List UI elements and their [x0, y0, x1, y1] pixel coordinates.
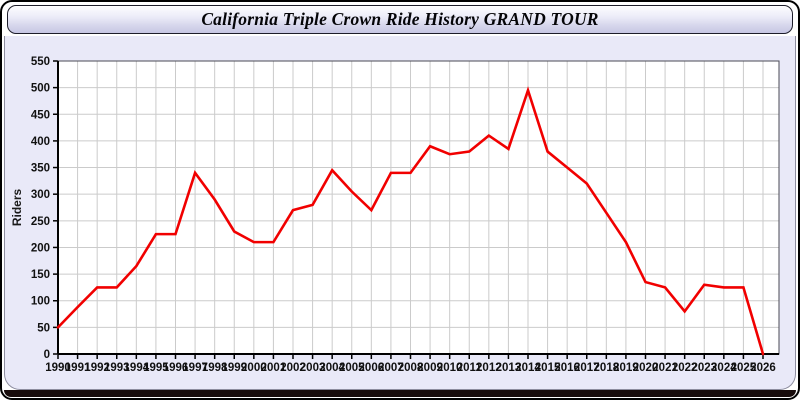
x-axis-tick-label: 2019	[613, 362, 639, 374]
y-axis-title: Riders	[10, 189, 24, 227]
x-axis-tick-label: 2025	[731, 362, 757, 374]
x-axis-tick-label: 2007	[378, 362, 404, 374]
y-axis-tick-label: 250	[31, 216, 50, 228]
x-axis-tick-label: 2013	[496, 362, 522, 374]
x-axis-tick-label: 2016	[554, 362, 580, 374]
x-axis-tick-label: 2002	[280, 362, 306, 374]
y-axis-tick-label: 500	[31, 83, 50, 95]
x-axis-tick-label: 1991	[65, 362, 91, 374]
chart-panel: 0 50 100 150 200 250 300 350 400 450 500 550 1990 199…	[4, 36, 796, 390]
x-axis-tick-label: 1992	[84, 362, 110, 374]
x-axis-tick-label: 2009	[417, 362, 443, 374]
x-axis-tick-label: 1996	[163, 362, 189, 374]
x-axis-tick-label: 1990	[45, 362, 71, 374]
x-axis-tick-label: 2018	[594, 362, 620, 374]
x-axis-tick-label: 2014	[515, 362, 541, 374]
plot-area	[58, 61, 779, 354]
y-axis-tick-label: 350	[31, 163, 50, 175]
x-axis-tick-label: 2003	[300, 362, 326, 374]
x-axis-tick-label: 2023	[691, 362, 717, 374]
x-axis-tick-label: 2008	[398, 362, 424, 374]
x-axis-tick-label: 2006	[359, 362, 385, 374]
ride-history-line	[56, 86, 765, 356]
y-axis-tick-label: 150	[31, 269, 50, 281]
x-axis-tick-label: 2010	[437, 362, 463, 374]
x-axis-tick-label: 2005	[339, 362, 365, 374]
x-axis-tick-label: 1994	[124, 362, 150, 374]
x-axis-tick-label: 2004	[319, 362, 345, 374]
x-axis-tick-label: 2015	[535, 362, 561, 374]
y-axis-tick-label: 0	[44, 349, 50, 361]
x-axis-tick-label: 1997	[182, 362, 208, 374]
y-axis-tick-label: 400	[31, 136, 50, 148]
x-axis-tick-label: 1998	[202, 362, 228, 374]
x-axis-tick-label: 1999	[221, 362, 247, 374]
x-axis-tick-label: 1995	[143, 362, 169, 374]
x-axis-tick-label: 2000	[241, 362, 267, 374]
x-axis-tick-label: 2012	[476, 362, 502, 374]
x-axis-tick-label: 2001	[261, 362, 287, 374]
x-axis-tick-label: 2026	[750, 362, 776, 374]
y-axis-tick-label: 550	[31, 56, 50, 68]
x-axis-tick-label: 2021	[652, 362, 678, 374]
y-axis-tick-label: 100	[31, 296, 50, 308]
x-axis-tick-label: 2024	[711, 362, 737, 374]
ride-history-chart: 0501001502002503003504004505005501990199…	[10, 56, 780, 374]
x-axis-tick-label: 1993	[104, 362, 130, 374]
bottom-strip	[4, 390, 796, 397]
y-axis-tick-label: 50	[37, 322, 50, 334]
y-axis-tick-label: 200	[31, 242, 50, 254]
y-axis-tick-label: 450	[31, 109, 50, 121]
x-axis-tick-label: 2017	[574, 362, 600, 374]
x-axis-tick-label: 2022	[672, 362, 698, 374]
x-axis-tick-label: 2011	[457, 362, 483, 374]
title-banner: California Triple Crown Ride History GRA…	[7, 5, 793, 34]
x-axis-tick-label: 2020	[633, 362, 659, 374]
page-title: California Triple Crown Ride History GRA…	[201, 9, 599, 29]
y-axis-tick-label: 300	[31, 189, 50, 201]
